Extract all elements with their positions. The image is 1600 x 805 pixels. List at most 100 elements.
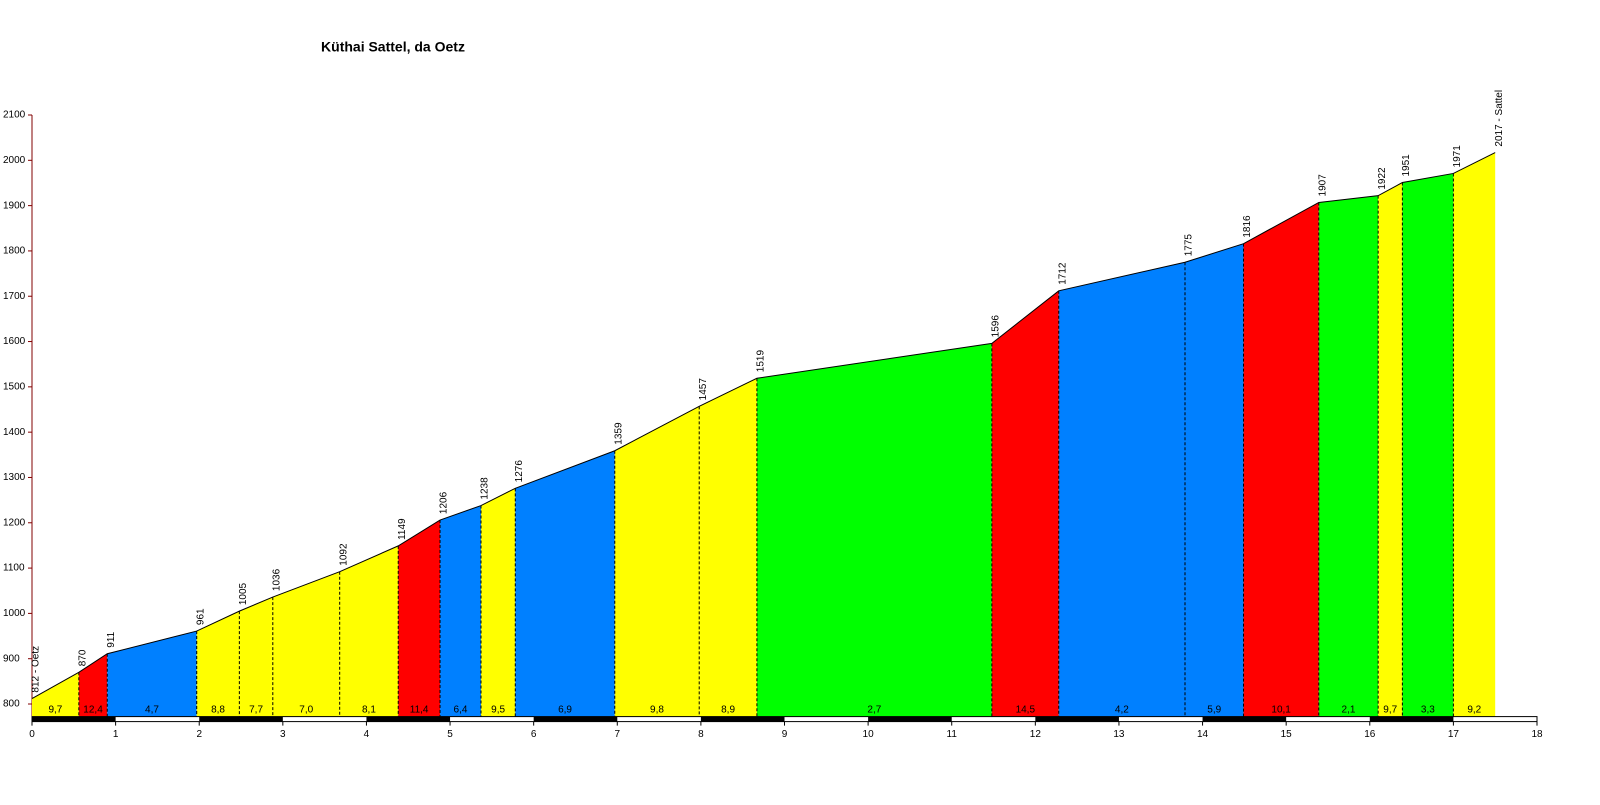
x-tick-label: 8: [698, 729, 704, 740]
elevation-label: 1519: [756, 350, 767, 373]
y-tick-label: 1800: [3, 246, 26, 257]
gradient-label: 8,1: [362, 705, 376, 716]
x-tick-label: 6: [531, 729, 537, 740]
x-tick-label: 0: [29, 729, 35, 740]
gradient-label: 4,7: [145, 705, 159, 716]
elevation-label: 1005: [238, 582, 249, 605]
gradient-label: 9,2: [1467, 705, 1481, 716]
elevation-label: 1775: [1184, 234, 1195, 257]
x-tick-label: 10: [863, 729, 875, 740]
x-tick-label: 4: [364, 729, 370, 740]
gradient-label: 7,7: [249, 705, 263, 716]
elevation-label: 812 - Oetz: [31, 646, 42, 693]
x-tick-label: 11: [947, 729, 958, 740]
x-tick-label: 3: [280, 729, 286, 740]
y-tick-label: 900: [3, 653, 20, 664]
gradient-segment: [196, 611, 240, 718]
gradient-label: 9,7: [1383, 705, 1397, 716]
gradient-label: 5,9: [1207, 705, 1221, 716]
gradient-segment: [515, 450, 615, 718]
gradient-label: 2,1: [1342, 705, 1356, 716]
gradient-label: 6,4: [454, 705, 468, 716]
km-band: [199, 716, 283, 722]
gradient-label: 9,5: [491, 705, 505, 716]
elevation-label: 1951: [1401, 154, 1412, 177]
km-band: [533, 716, 618, 722]
x-tick-label: 5: [447, 729, 453, 740]
km-band: [868, 716, 952, 722]
gradient-label: 9,7: [48, 705, 62, 716]
gradient-label: 4,2: [1115, 705, 1129, 716]
x-tick-label: 12: [1030, 729, 1042, 740]
elevation-label: 1712: [1057, 262, 1068, 285]
km-band: [700, 716, 785, 722]
gradient-label: 7,0: [299, 705, 313, 716]
gradient-label: 2,7: [867, 705, 881, 716]
x-tick-label: 18: [1531, 729, 1543, 740]
elevation-label: 1092: [338, 543, 349, 566]
gradient-segment: [699, 378, 757, 718]
x-tick-label: 17: [1448, 729, 1460, 740]
elevation-label: 1971: [1452, 145, 1463, 168]
chart-title: Küthai Sattel, da Oetz: [321, 39, 465, 55]
gradient-label: 11,4: [410, 705, 429, 716]
elevation-label: 1457: [698, 378, 709, 401]
gradient-segment: [614, 406, 700, 718]
y-tick-label: 800: [3, 699, 20, 710]
elevation-label: 1036: [271, 568, 282, 591]
km-band: [1202, 716, 1287, 722]
y-tick-label: 1900: [3, 200, 26, 211]
gradient-segment: [1402, 173, 1454, 718]
x-tick-label: 15: [1281, 729, 1293, 740]
y-tick-label: 2100: [3, 110, 26, 121]
elevation-label: 1238: [480, 477, 491, 500]
y-tick-label: 1600: [3, 336, 26, 347]
y-tick-label: 1200: [3, 517, 26, 528]
elevation-label: 1596: [990, 315, 1001, 338]
gradient-label: 10,1: [1271, 705, 1291, 716]
gradient-label: 14,5: [1016, 705, 1036, 716]
elevation-label: 2017 - Sattel: [1494, 90, 1505, 147]
gradient-segment: [991, 290, 1059, 718]
gradient-segment: [32, 672, 79, 718]
elevation-label: 870: [77, 649, 88, 666]
gradient-label: 8,9: [721, 705, 735, 716]
gradient-label: 3,3: [1421, 705, 1435, 716]
x-tick-label: 1: [113, 729, 119, 740]
km-band: [1369, 716, 1454, 722]
gradient-segment: [272, 571, 340, 718]
gradient-segment: [398, 520, 441, 718]
x-tick-label: 16: [1364, 729, 1376, 740]
gradient-segment: [1058, 262, 1185, 718]
x-tick-label: 7: [614, 729, 620, 740]
gradient-segment: [1243, 202, 1319, 718]
gradient-segment: [107, 631, 197, 718]
gradient-segment: [239, 597, 273, 718]
gradient-segment: [440, 505, 481, 718]
y-tick-label: 1100: [3, 563, 25, 574]
gradient-label: 9,8: [650, 705, 664, 716]
km-band: [366, 716, 451, 722]
gradient-label: 12,4: [83, 705, 103, 716]
x-tick-label: 13: [1113, 729, 1125, 740]
elevation-label: 1907: [1317, 174, 1328, 197]
y-tick-label: 1300: [3, 472, 26, 483]
gradient-segment: [78, 653, 108, 718]
gradient-segment: [1184, 243, 1244, 718]
profile-line: [31, 152, 1496, 700]
elevation-label: 1276: [514, 460, 525, 483]
elevation-label: 1149: [397, 518, 408, 540]
elevation-label: 1359: [613, 422, 624, 445]
gradient-segment: [339, 545, 399, 718]
gradient-segment: [1318, 195, 1379, 718]
gradient-segment: [1453, 152, 1496, 718]
gradient-segment: [756, 343, 992, 718]
gradient-segment: [1378, 182, 1403, 718]
elevation-label: 1922: [1377, 167, 1388, 190]
km-band: [32, 716, 116, 722]
elevation-label: 1206: [439, 491, 450, 514]
y-tick-label: 1500: [3, 381, 26, 392]
gradient-segment: [480, 488, 516, 718]
